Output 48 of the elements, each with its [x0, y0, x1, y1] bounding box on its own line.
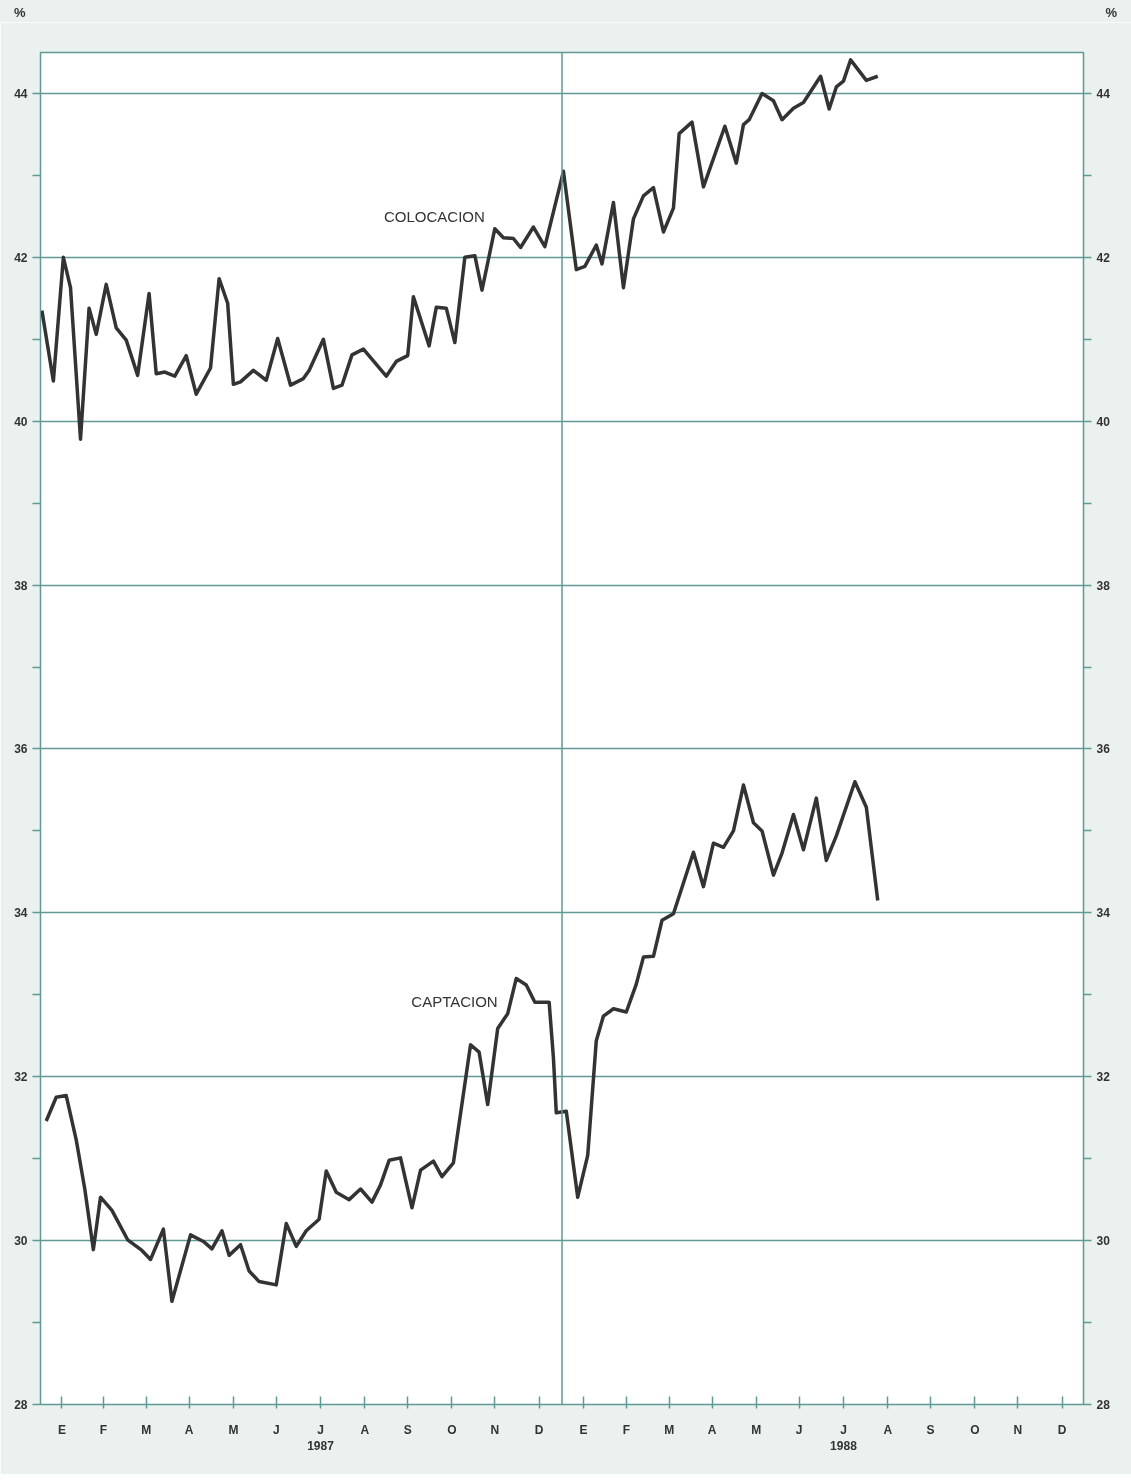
y2-tick-label: 44 — [1096, 86, 1111, 101]
x-tick-label: F — [99, 1422, 108, 1437]
x-tick-label: A — [360, 1422, 370, 1437]
x-tick-label: F — [622, 1422, 630, 1437]
x-tick-label: O — [447, 1422, 457, 1437]
x-tick-label: N — [1013, 1422, 1023, 1437]
x-tick-label: S — [403, 1422, 412, 1437]
x-tick-label: J 1987 — [307, 1422, 335, 1454]
x-tick-label: A — [184, 1422, 194, 1437]
y-tick-label: 30 — [14, 1234, 28, 1249]
x-tick-label: J — [272, 1422, 280, 1437]
y-tick-label: 42 — [14, 250, 28, 265]
y2-tick-label: 32 — [1096, 1070, 1111, 1085]
x-tick-label: E — [57, 1422, 66, 1437]
x-tick-label: J 1988 — [830, 1422, 858, 1454]
y-tick-label: 34 — [14, 906, 28, 921]
y2-tick-label: 30 — [1096, 1234, 1111, 1249]
y-tick-label: 28 — [14, 1398, 28, 1412]
x-tick-label: D — [1057, 1422, 1067, 1437]
y-tick-label: 36 — [14, 742, 28, 757]
y2-tick-label: 38 — [1096, 578, 1111, 593]
x-tick-label: O — [970, 1422, 980, 1437]
x-tick-label: A — [707, 1422, 717, 1437]
x-tick-label: S — [926, 1422, 935, 1437]
x-tick-label: M — [664, 1422, 675, 1437]
x-tick-label: D — [534, 1422, 544, 1437]
y2-axis-title: % — [1105, 4, 1117, 22]
x-tick-label: N — [490, 1422, 500, 1437]
y2-tick-label: 40 — [1096, 414, 1111, 429]
x-tick-label: E — [579, 1422, 588, 1437]
y-tick-label: 44 — [14, 86, 28, 101]
x-tick-label: M — [141, 1422, 152, 1437]
x-tick-label: J — [795, 1422, 803, 1437]
y-tick-label: 38 — [14, 578, 28, 593]
y-tick-label: 40 — [14, 414, 28, 429]
y2-tick-label: 28 — [1096, 1398, 1111, 1412]
y-tick-label: 32 — [14, 1070, 28, 1085]
y-axis-title: % — [14, 4, 26, 22]
x-tick-label: M — [751, 1422, 762, 1437]
y2-tick-label: 42 — [1096, 250, 1111, 265]
y2-tick-label: 34 — [1096, 906, 1111, 921]
x-tick-label: A — [883, 1422, 893, 1437]
x-tick-label: M — [228, 1422, 239, 1437]
line-series — [44, 780, 880, 1304]
line-series — [40, 58, 880, 441]
y2-tick-label: 36 — [1096, 742, 1111, 757]
series-label: COLOCACION — [384, 208, 485, 226]
series-label: CAPTACION — [411, 993, 498, 1011]
